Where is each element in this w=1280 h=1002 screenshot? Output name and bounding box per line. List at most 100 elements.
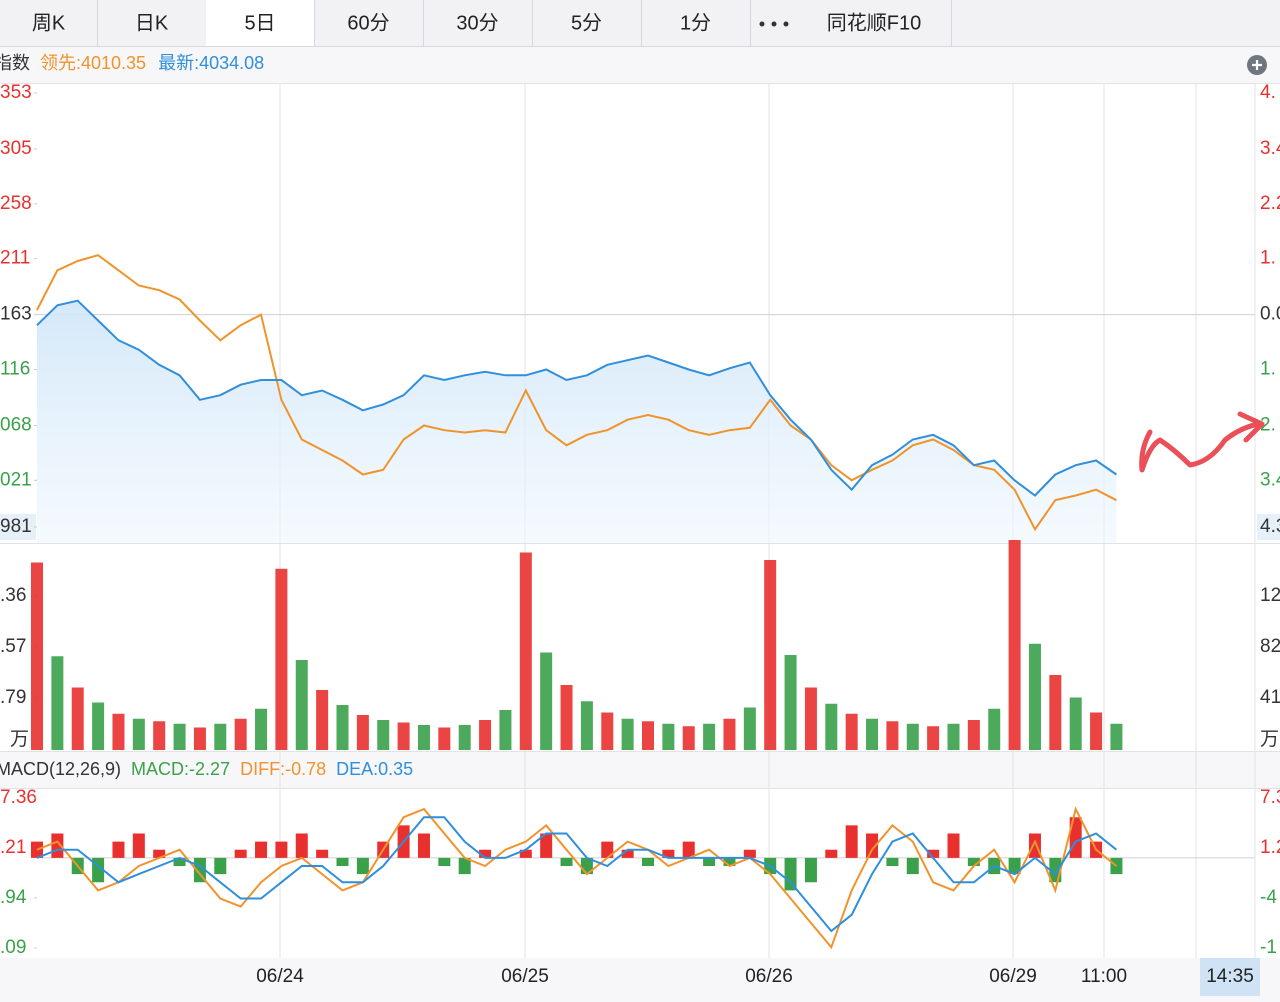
- volume-bar: [1008, 540, 1021, 750]
- volume-bar: [153, 721, 166, 750]
- price-area: [37, 300, 1117, 543]
- volume-bar: [886, 721, 899, 750]
- tab[interactable]: 同花顺F10: [827, 11, 921, 34]
- y2-tick-label: 1.: [1260, 359, 1276, 380]
- panel-label: 指数: [0, 53, 30, 73]
- y2-tick-label: 3.4: [1260, 469, 1280, 490]
- macd-bar: [743, 849, 756, 858]
- volume-bar: [51, 656, 64, 750]
- volume-bar: [621, 718, 634, 750]
- tab[interactable]: 30分: [456, 11, 498, 34]
- macd-bar: [784, 857, 797, 891]
- y2-tick-label: 82: [1260, 636, 1280, 657]
- volume-bar: [927, 726, 940, 750]
- volume-bar: [723, 718, 736, 750]
- macd-bar: [336, 857, 349, 866]
- macd-bar: [1110, 857, 1123, 875]
- macd-bar: [601, 841, 614, 858]
- price-line: [36, 254, 1117, 532]
- macd-bar: [1028, 833, 1041, 858]
- volume-bar: [234, 718, 247, 750]
- macd-bar: [540, 833, 553, 858]
- add-indicator-button[interactable]: [1247, 55, 1267, 75]
- volume-bar: [112, 713, 125, 750]
- macd-bar: [255, 841, 268, 858]
- y2-tick-label: 2.: [1260, 415, 1276, 436]
- y2-tick-label: 12: [1260, 585, 1280, 606]
- macd-bar: [275, 841, 288, 858]
- volume-bar: [906, 723, 919, 750]
- unit-label: 万: [10, 729, 29, 750]
- tab[interactable]: 1分: [680, 11, 711, 34]
- tab[interactable]: 5分: [571, 11, 602, 34]
- volume-bar: [1069, 697, 1082, 750]
- volume-bar: [601, 712, 614, 750]
- volume-bar: [804, 687, 817, 750]
- y2-tick-label: 1.: [1260, 248, 1276, 269]
- macd-bar: [173, 857, 186, 866]
- macd-bar: [214, 857, 227, 875]
- macd-bar: [947, 833, 960, 858]
- volume-bar: [967, 720, 980, 750]
- macd-bar: [621, 849, 634, 858]
- macd-bar: [458, 857, 471, 875]
- legend-row: [0, 47, 1280, 83]
- more-button[interactable]: [759, 21, 789, 27]
- y2-tick-label: -1: [1260, 937, 1277, 958]
- volume-bar: [519, 552, 532, 750]
- volume-bar: [417, 725, 430, 750]
- volume-bar: [947, 723, 960, 750]
- y-tick-label: .21: [0, 837, 26, 858]
- y-tick-label: 305: [0, 138, 32, 159]
- macd-bar: [112, 841, 125, 858]
- volume-bar: [784, 655, 797, 750]
- volume-bar: [479, 720, 492, 750]
- x-tick-label: 06/26: [745, 966, 793, 987]
- volume-bar: [703, 723, 716, 750]
- macd-bar: [804, 857, 817, 883]
- volume-bar: [132, 718, 145, 750]
- tab[interactable]: 周K: [32, 12, 66, 34]
- volume-bar: [255, 708, 268, 750]
- unit-label: 万: [1260, 729, 1279, 750]
- macd-bar: [295, 833, 308, 858]
- tab[interactable]: 5日: [244, 12, 275, 34]
- y-tick-label: 353: [0, 82, 32, 103]
- macd-bar: [927, 849, 940, 858]
- macd-bar: [234, 849, 247, 858]
- x-tick-label: 06/29: [989, 966, 1037, 987]
- tab[interactable]: 日K: [135, 12, 169, 34]
- macd-bar: [31, 841, 43, 858]
- y-tick-label: 068: [0, 415, 32, 436]
- volume-bar: [458, 725, 471, 750]
- volume-bar: [764, 560, 777, 750]
- volume-bar: [1049, 675, 1062, 750]
- tab[interactable]: 60分: [347, 11, 389, 34]
- volume-bar: [560, 685, 573, 750]
- volume-bar: [580, 701, 593, 750]
- tab-bar: [0, 0, 1280, 46]
- legend-entry: MACD:-2.27: [131, 759, 230, 779]
- y2-tick-label: 0.0: [1260, 304, 1280, 325]
- y2-tick-label: 1.2: [1260, 837, 1280, 858]
- volume-bar: [173, 723, 186, 750]
- x-tick-label: 06/25: [501, 966, 549, 987]
- volume-bar: [193, 727, 206, 750]
- macd-bar: [519, 849, 532, 858]
- volume-bar: [662, 723, 675, 750]
- y2-tick-label: 7.3: [1260, 787, 1280, 808]
- diff-line: [36, 806, 1118, 950]
- current-time-bg: [1200, 958, 1260, 996]
- hand-drawn-arrow: [1139, 411, 1265, 473]
- legend-entry: 领先:4010.35: [40, 53, 146, 73]
- macd-bar: [682, 841, 695, 858]
- macd-bar: [906, 857, 919, 875]
- volume-bar: [825, 703, 838, 750]
- y-tick-label: 163: [0, 304, 32, 325]
- volume-bar: [866, 718, 879, 750]
- volume-bar: [642, 721, 654, 750]
- macd-bar: [866, 833, 879, 858]
- y-tick-label: .09: [0, 937, 26, 958]
- y2-tick-label: 41: [1260, 687, 1280, 708]
